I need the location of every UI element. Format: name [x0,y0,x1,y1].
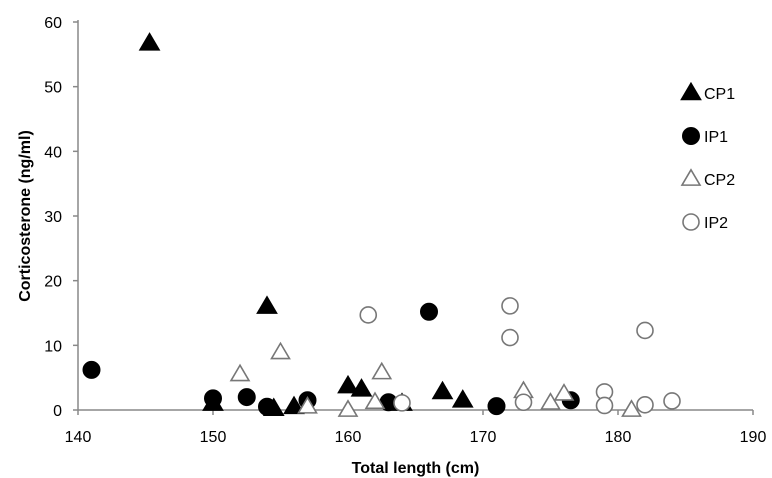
data-point-ip2 [636,396,654,414]
data-point-ip1 [237,388,256,407]
data-point-ip2 [663,392,681,410]
y-axis: 0 10 20 30 40 50 60 [44,15,79,420]
y-tick-label: 60 [44,15,62,32]
legend-label-cp2: CP2 [704,172,735,189]
y-tick-label: 30 [44,209,62,226]
data-point-cp1 [350,378,373,397]
legend-marker-ip2 [682,213,700,231]
data-point-ip2 [636,321,654,340]
x-tick-label: 160 [335,429,362,446]
data-point-cp2 [297,396,318,414]
x-axis: 140 150 160 170 180 190 [65,409,767,446]
data-point-ip2 [501,297,519,315]
y-tick-label: 50 [44,80,62,97]
legend-marker-cp2 [680,168,702,186]
data-point-cp1 [256,295,278,314]
data-point-cp2 [337,399,359,417]
x-tick-label: 190 [740,429,767,446]
legend-label-ip1: IP1 [704,129,728,146]
data-point-cp2 [364,391,386,410]
data-point-cp2 [229,363,251,382]
data-point-cp1 [431,380,454,400]
y-axis-title: Corticosterone (ng/ml) [17,130,34,302]
x-tick-label: 170 [470,429,497,446]
data-point-ip1 [420,302,438,321]
data-points [82,32,681,417]
data-point-ip2 [359,306,378,324]
x-tick-label: 140 [65,429,92,446]
y-tick-label: 20 [44,274,62,291]
x-tick-label: 150 [200,429,227,446]
data-point-cp2 [621,399,642,417]
y-tick-label: 0 [53,403,62,420]
data-point-ip2 [393,394,411,412]
legend-marker-ip1 [682,127,700,145]
data-point-cp2 [553,383,575,401]
data-point-ip1 [82,360,101,379]
data-point-cp2 [371,361,393,380]
data-point-cp2 [540,392,561,410]
legend-marker-cp1 [680,81,702,101]
legend: CP1 IP1 CP2 IP2 [680,81,735,232]
data-point-ip1 [204,389,222,408]
data-point-cp2 [270,341,291,360]
data-point-ip1 [258,397,276,416]
legend-label-cp1: CP1 [704,86,735,103]
x-axis-title: Total length (cm) [352,460,480,477]
legend-label-ip2: IP2 [704,215,728,232]
data-point-cp1 [337,374,359,394]
y-tick-label: 10 [44,338,62,355]
data-point-ip1 [487,397,506,416]
data-point-ip2 [501,328,519,347]
data-point-cp1 [138,32,161,51]
data-point-cp1 [451,389,474,408]
data-point-ip2 [514,393,533,412]
data-point-cp1 [283,395,305,415]
y-tick-label: 40 [44,144,62,161]
data-point-ip2 [595,396,614,415]
x-tick-label: 180 [605,429,632,446]
